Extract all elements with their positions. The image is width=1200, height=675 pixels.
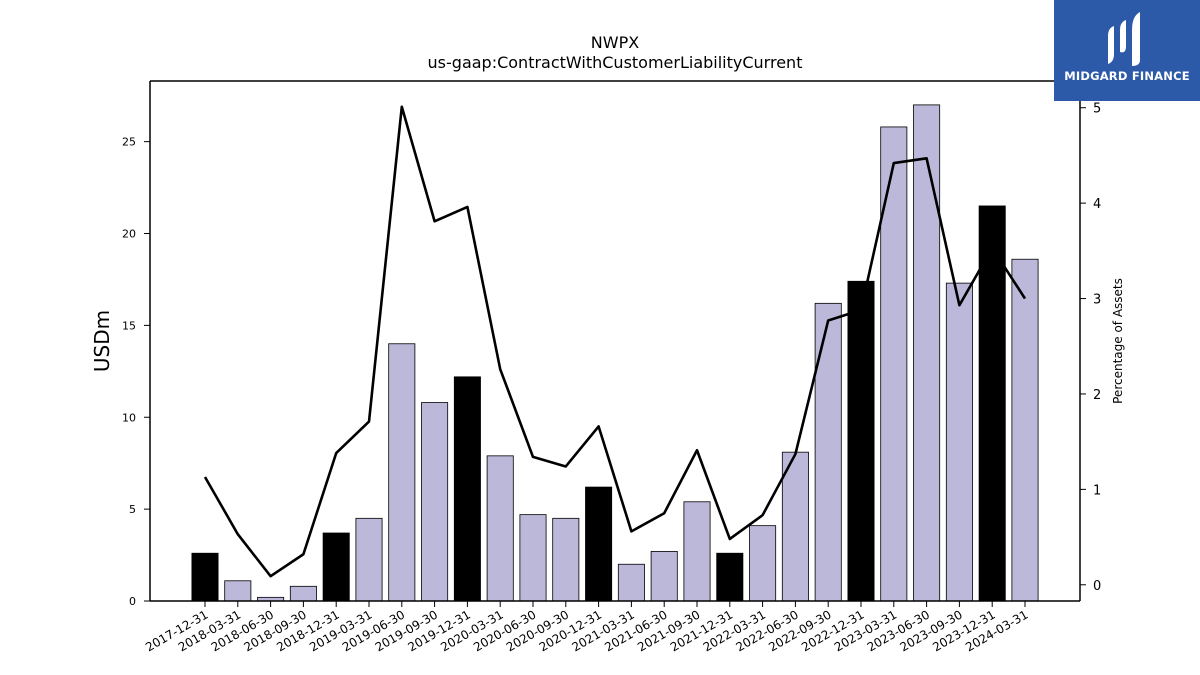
bar-2022-03-31 [749,525,777,602]
bar-2023-12-31 [978,205,1006,602]
bar-2020-12-31 [585,486,613,602]
y2-tick-label: 5 [1093,102,1101,117]
bar-2018-12-31 [322,532,350,602]
bar-2018-03-31 [224,580,252,602]
brand-name: MIDGARD FINANCE [1064,69,1190,83]
bar-2019-12-31 [453,376,481,602]
y2-tick-label: 1 [1093,483,1101,498]
bar-2022-12-31 [847,280,875,602]
y2-tick-label: 3 [1093,293,1101,308]
y-tick-label: 5 [129,503,136,516]
chart-title-line2: us-gaap:ContractWithCustomerLiabilityCur… [428,53,803,72]
y2-tick-label: 4 [1093,197,1101,212]
bar-2018-09-30 [289,585,317,602]
bar-2023-03-31 [880,126,908,602]
bar-2017-12-31 [191,552,219,602]
y-tick-label: 0 [129,595,136,608]
y-tick-label: 10 [122,411,136,424]
bar-2023-09-30 [945,282,973,602]
bar-2020-06-30 [519,514,547,602]
bar-2021-03-31 [617,563,645,602]
bar-2021-12-31 [716,552,744,602]
bar-2024-03-31 [1011,258,1039,602]
y-tick-label: 25 [122,136,136,149]
brand-logo: MIDGARD FINANCE [1054,0,1200,101]
bar-2019-03-31 [355,517,383,602]
brand-mark-icon [1108,12,1140,66]
y2-tick-label: 2 [1093,388,1101,403]
bar-2023-06-30 [913,104,941,602]
y-tick-label: 15 [122,319,136,332]
bar-2019-09-30 [421,402,449,602]
bar-2022-09-30 [814,302,842,602]
percentage-line [203,105,1027,578]
y2-axis-label: Percentage of Assets [1111,278,1125,404]
bar-2022-06-30 [781,451,809,602]
bar-2020-03-31 [486,455,514,602]
bar-2021-06-30 [650,550,678,602]
y2-tick-label: 0 [1093,579,1101,594]
chart-title-line1: NWPX [591,33,639,52]
bar-2020-09-30 [552,517,580,602]
bar-2021-09-30 [683,501,711,602]
y-axis-label: USDm [90,310,114,372]
bar-2019-06-30 [388,343,416,602]
y-tick-label: 20 [122,228,136,241]
plot-area: 05101520250123452017-12-312018-03-312018… [122,80,1101,654]
